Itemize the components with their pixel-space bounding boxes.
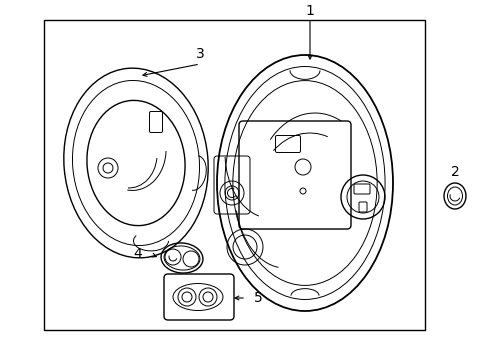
Text: 4: 4 — [133, 247, 142, 261]
Text: 3: 3 — [195, 47, 204, 61]
Text: 1: 1 — [305, 4, 314, 18]
Bar — [44, 20, 424, 330]
Text: 5: 5 — [253, 291, 262, 305]
Text: 2: 2 — [450, 165, 458, 179]
